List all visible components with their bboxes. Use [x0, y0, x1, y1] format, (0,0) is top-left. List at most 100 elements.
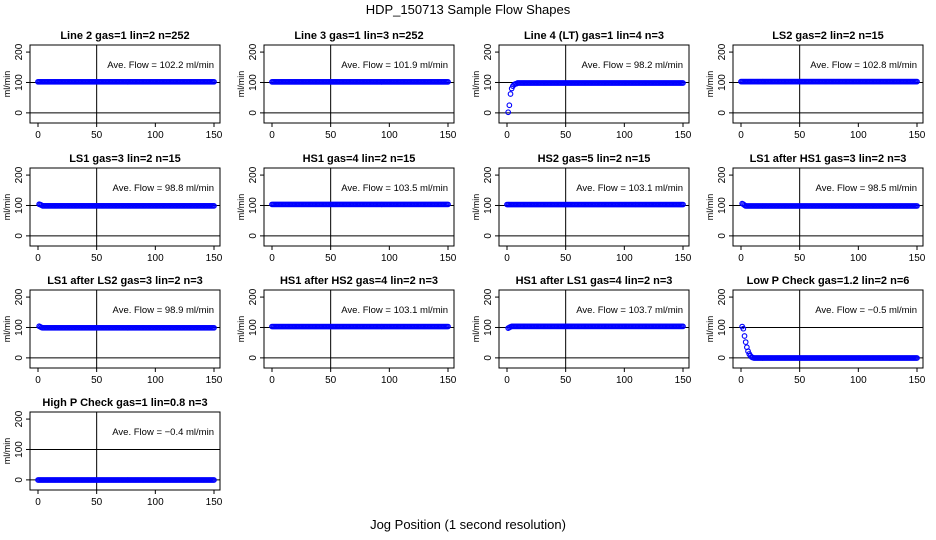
x-tick-label: 0 [738, 130, 744, 141]
data-point [680, 80, 686, 86]
panel-10: HS1 after HS2 gas=4 lin=2 n=3 0 50 100 150 0 1… [236, 275, 457, 386]
y-tick-label: 0 [14, 110, 25, 116]
plot-frame [498, 44, 690, 124]
panel-title: Line 2 gas=1 lin=2 n=252 [60, 30, 189, 42]
y-tick-label: 200 [717, 43, 728, 60]
y-axis-title: ml/min [2, 438, 12, 465]
ave-flow-label: Ave. Flow = 101.9 ml/min [341, 60, 448, 71]
ave-flow-label: Ave. Flow = 98.5 ml/min [816, 183, 917, 194]
x-tick-label: 100 [850, 253, 867, 264]
x-tick-label: 150 [675, 253, 692, 264]
y-tick-label: 200 [248, 43, 259, 60]
ave-flow-label: Ave. Flow = 98.9 ml/min [113, 305, 214, 316]
panel-title: HS1 after LS1 gas=4 lin=2 n=3 [516, 275, 673, 287]
y-tick-label: 100 [483, 74, 494, 91]
x-tick-label: 0 [35, 130, 41, 141]
data-point [742, 339, 749, 345]
y-axis-title: ml/min [236, 71, 246, 98]
y-tick-label: 0 [717, 110, 728, 116]
x-tick-label: 0 [35, 375, 41, 386]
x-tick-label: 50 [794, 253, 806, 264]
data-point [740, 325, 747, 332]
y-tick-label: 200 [248, 166, 259, 183]
y-tick-label: 200 [483, 166, 494, 183]
y-tick-label: 100 [248, 197, 259, 214]
data-points [738, 78, 920, 85]
ave-flow-label: Ave. Flow = 98.2 ml/min [582, 60, 683, 71]
x-tick-label: 150 [909, 130, 926, 141]
y-tick-label: 100 [717, 74, 728, 91]
y-tick-label: 200 [483, 43, 494, 60]
data-points [739, 200, 920, 209]
x-tick-label: 0 [269, 253, 275, 264]
x-tick-label: 50 [325, 253, 337, 264]
panel-9: LS1 after LS2 gas=3 lin=2 n=3 0 50 100 150 0 1… [2, 275, 223, 386]
x-tick-label: 150 [206, 497, 223, 508]
data-points [505, 323, 686, 331]
x-tick-label: 50 [325, 375, 337, 386]
ave-flow-label: Ave. Flow = 103.7 ml/min [576, 305, 683, 316]
panel-11: HS1 after LS1 gas=4 lin=2 n=3 0 50 100 150 0 1… [471, 275, 692, 386]
y-tick-label: 100 [248, 74, 259, 91]
x-tick-label: 100 [381, 130, 398, 141]
x-tick-label: 150 [206, 130, 223, 141]
y-axis-title: ml/min [471, 316, 481, 343]
plot-frame [732, 44, 924, 124]
figure-title: HDP_150713 Sample Flow Shapes [365, 2, 571, 17]
panel-title: LS1 after LS2 gas=3 lin=2 n=3 [47, 275, 203, 287]
data-points [269, 79, 451, 85]
y-axis-title: ml/min [2, 194, 12, 221]
x-tick-label: 100 [147, 497, 164, 508]
data-points [36, 201, 217, 209]
y-tick-label: 100 [483, 197, 494, 214]
x-tick-label: 0 [35, 497, 41, 508]
data-points [35, 78, 217, 85]
plot-frame [29, 411, 221, 491]
x-tick-label: 0 [738, 375, 744, 386]
panel-title: HS2 gas=5 lin=2 n=15 [538, 153, 651, 165]
panel-title: High P Check gas=1 lin=0.8 n=3 [42, 397, 207, 409]
y-tick-label: 200 [14, 288, 25, 305]
x-tick-label: 100 [147, 130, 164, 141]
ave-flow-label: Ave. Flow = 102.2 ml/min [107, 60, 214, 71]
panel-title: LS1 gas=3 lin=2 n=15 [69, 153, 181, 165]
data-points [504, 201, 686, 208]
data-point [914, 355, 920, 361]
x-tick-label: 100 [616, 253, 633, 264]
x-axis-label: Jog Position (1 second resolution) [370, 517, 566, 532]
x-tick-label: 150 [909, 375, 926, 386]
y-tick-label: 0 [248, 110, 259, 116]
x-tick-label: 50 [91, 130, 103, 141]
x-tick-label: 100 [381, 253, 398, 264]
x-tick-label: 50 [794, 130, 806, 141]
y-tick-label: 200 [14, 166, 25, 183]
x-tick-label: 50 [560, 253, 572, 264]
y-tick-label: 200 [717, 288, 728, 305]
plot-frame [732, 167, 924, 247]
y-tick-label: 100 [483, 319, 494, 336]
panel-8: LS1 after HS1 gas=3 lin=2 n=3 0 50 100 150 0 1… [705, 153, 926, 264]
y-tick-label: 200 [483, 288, 494, 305]
panel-1: Line 2 gas=1 lin=2 n=252 0 50 100 150 0 100 200… [2, 30, 223, 141]
x-tick-label: 150 [675, 375, 692, 386]
y-axis-title: ml/min [2, 316, 12, 343]
y-tick-label: 100 [717, 197, 728, 214]
panel-4: LS2 gas=2 lin=2 n=15 0 50 100 150 0 100 200 ml/m… [705, 30, 926, 141]
y-tick-label: 0 [14, 477, 25, 483]
panel-title: Line 4 (LT) gas=1 lin=4 n=3 [524, 30, 664, 42]
panel-7: HS2 gas=5 lin=2 n=15 0 50 100 150 0 100 200 ml/m… [471, 153, 692, 264]
data-points [269, 201, 451, 208]
panel-title: Low P Check gas=1.2 lin=2 n=6 [747, 275, 910, 287]
data-point [211, 477, 217, 483]
data-point [505, 109, 512, 116]
y-tick-label: 200 [14, 43, 25, 60]
panel-12: Low P Check gas=1.2 lin=2 n=6 0 50 100 150 0 1… [705, 275, 926, 386]
x-tick-label: 0 [504, 375, 510, 386]
y-tick-label: 200 [717, 166, 728, 183]
x-tick-label: 50 [91, 253, 103, 264]
x-tick-label: 150 [909, 253, 926, 264]
data-point [445, 323, 451, 330]
y-tick-label: 100 [14, 319, 25, 336]
panel-3: Line 4 (LT) gas=1 lin=4 n=3 0 50 100 150 0 100… [471, 30, 692, 141]
